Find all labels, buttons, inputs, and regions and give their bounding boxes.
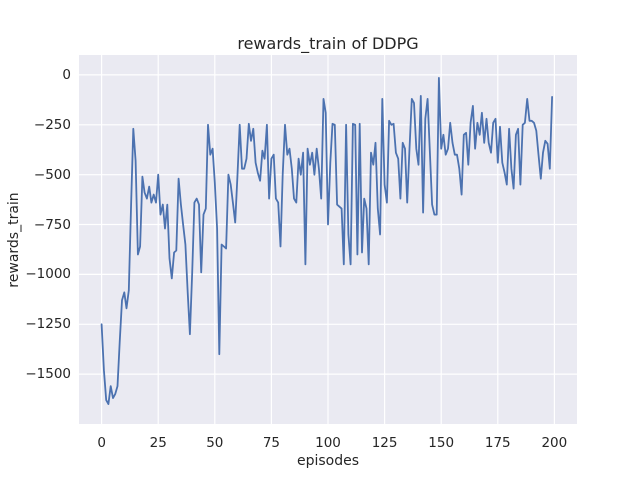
- chart-title: rewards_train of DDPG: [237, 34, 419, 53]
- y-tick-label: −1000: [25, 266, 71, 283]
- x-tick-label: 100: [315, 435, 341, 451]
- x-tick-label: 175: [484, 435, 511, 451]
- x-tick-label: 150: [428, 435, 455, 451]
- y-tick-label: −1500: [25, 366, 71, 383]
- y-tick-label: −500: [33, 166, 71, 183]
- x-tick-label: 125: [371, 435, 398, 451]
- x-tick-label: 0: [97, 435, 106, 451]
- y-tick-label: −250: [33, 116, 71, 133]
- plot-area: [79, 55, 577, 424]
- y-tick-label: −750: [33, 216, 71, 233]
- y-tick-label: −1250: [25, 316, 71, 333]
- x-tick-label: 50: [206, 435, 224, 451]
- x-tick-label: 75: [262, 435, 280, 451]
- y-tick-label: 0: [62, 66, 71, 83]
- x-tick-label: 25: [149, 435, 167, 451]
- y-axis-label: rewards_train: [6, 192, 22, 288]
- series-line: [100, 76, 554, 406]
- x-tick-label: 200: [541, 435, 568, 451]
- plot-svg: [79, 55, 577, 424]
- x-axis-label: episodes: [296, 453, 360, 469]
